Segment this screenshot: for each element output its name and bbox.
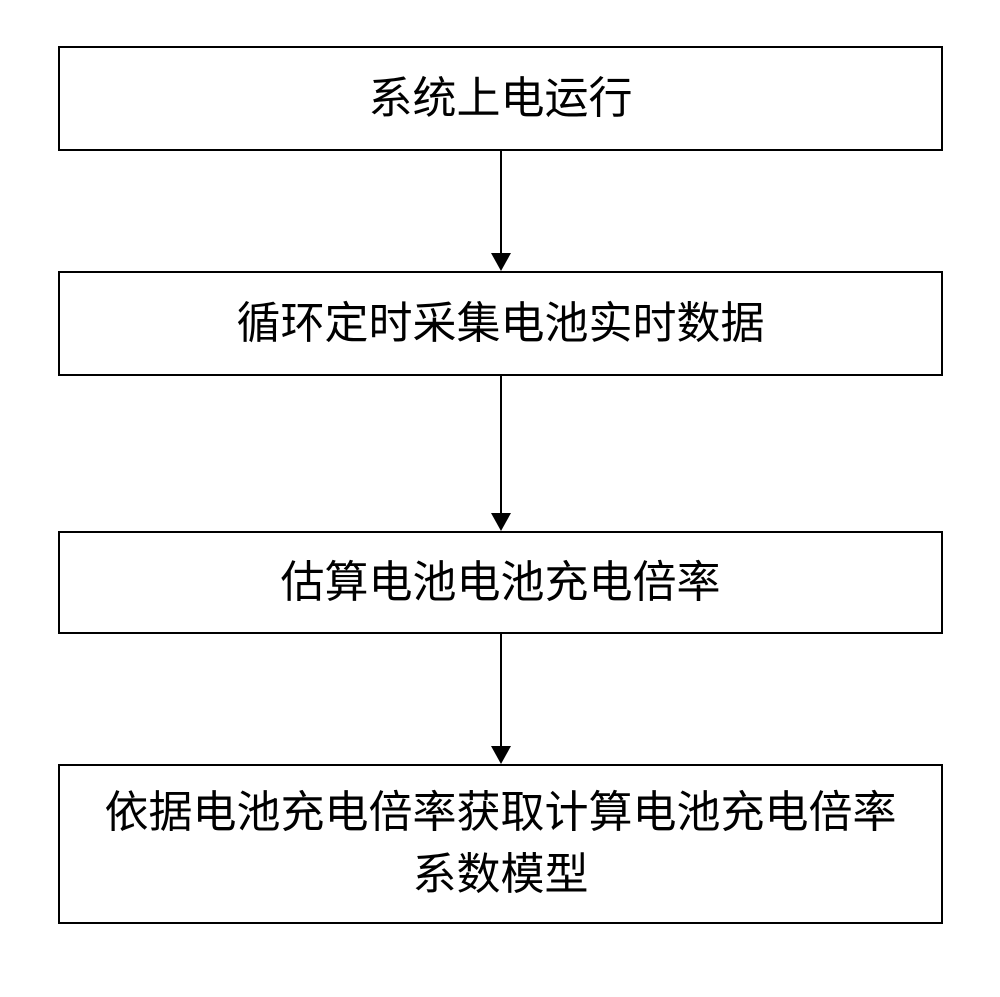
- flowchart-container: 系统上电运行 循环定时采集电池实时数据 估算电池电池充电倍率 依据电池充电倍率获…: [58, 46, 943, 924]
- arrow-icon: [500, 634, 502, 764]
- node-label: 估算电池电池充电倍率: [281, 552, 721, 614]
- arrow-icon: [500, 151, 502, 271]
- arrow-line: [500, 151, 502, 269]
- flowchart-node-4: 依据电池充电倍率获取计算电池充电倍率系数模型: [58, 764, 943, 924]
- arrow-icon: [500, 376, 502, 531]
- flowchart-node-3: 估算电池电池充电倍率: [58, 531, 943, 634]
- arrow-head: [491, 513, 511, 531]
- arrow-head: [491, 253, 511, 271]
- node-label: 循环定时采集电池实时数据: [237, 293, 765, 355]
- flowchart-node-1: 系统上电运行: [58, 46, 943, 151]
- flowchart-node-2: 循环定时采集电池实时数据: [58, 271, 943, 376]
- arrow-head: [491, 746, 511, 764]
- node-label: 依据电池充电倍率获取计算电池充电倍率系数模型: [90, 782, 911, 905]
- arrow-line: [500, 634, 502, 762]
- flowchart-arrow-1: [58, 151, 943, 271]
- node-label: 系统上电运行: [369, 68, 633, 130]
- arrow-line: [500, 376, 502, 529]
- flowchart-arrow-2: [58, 376, 943, 531]
- flowchart-arrow-3: [58, 634, 943, 764]
